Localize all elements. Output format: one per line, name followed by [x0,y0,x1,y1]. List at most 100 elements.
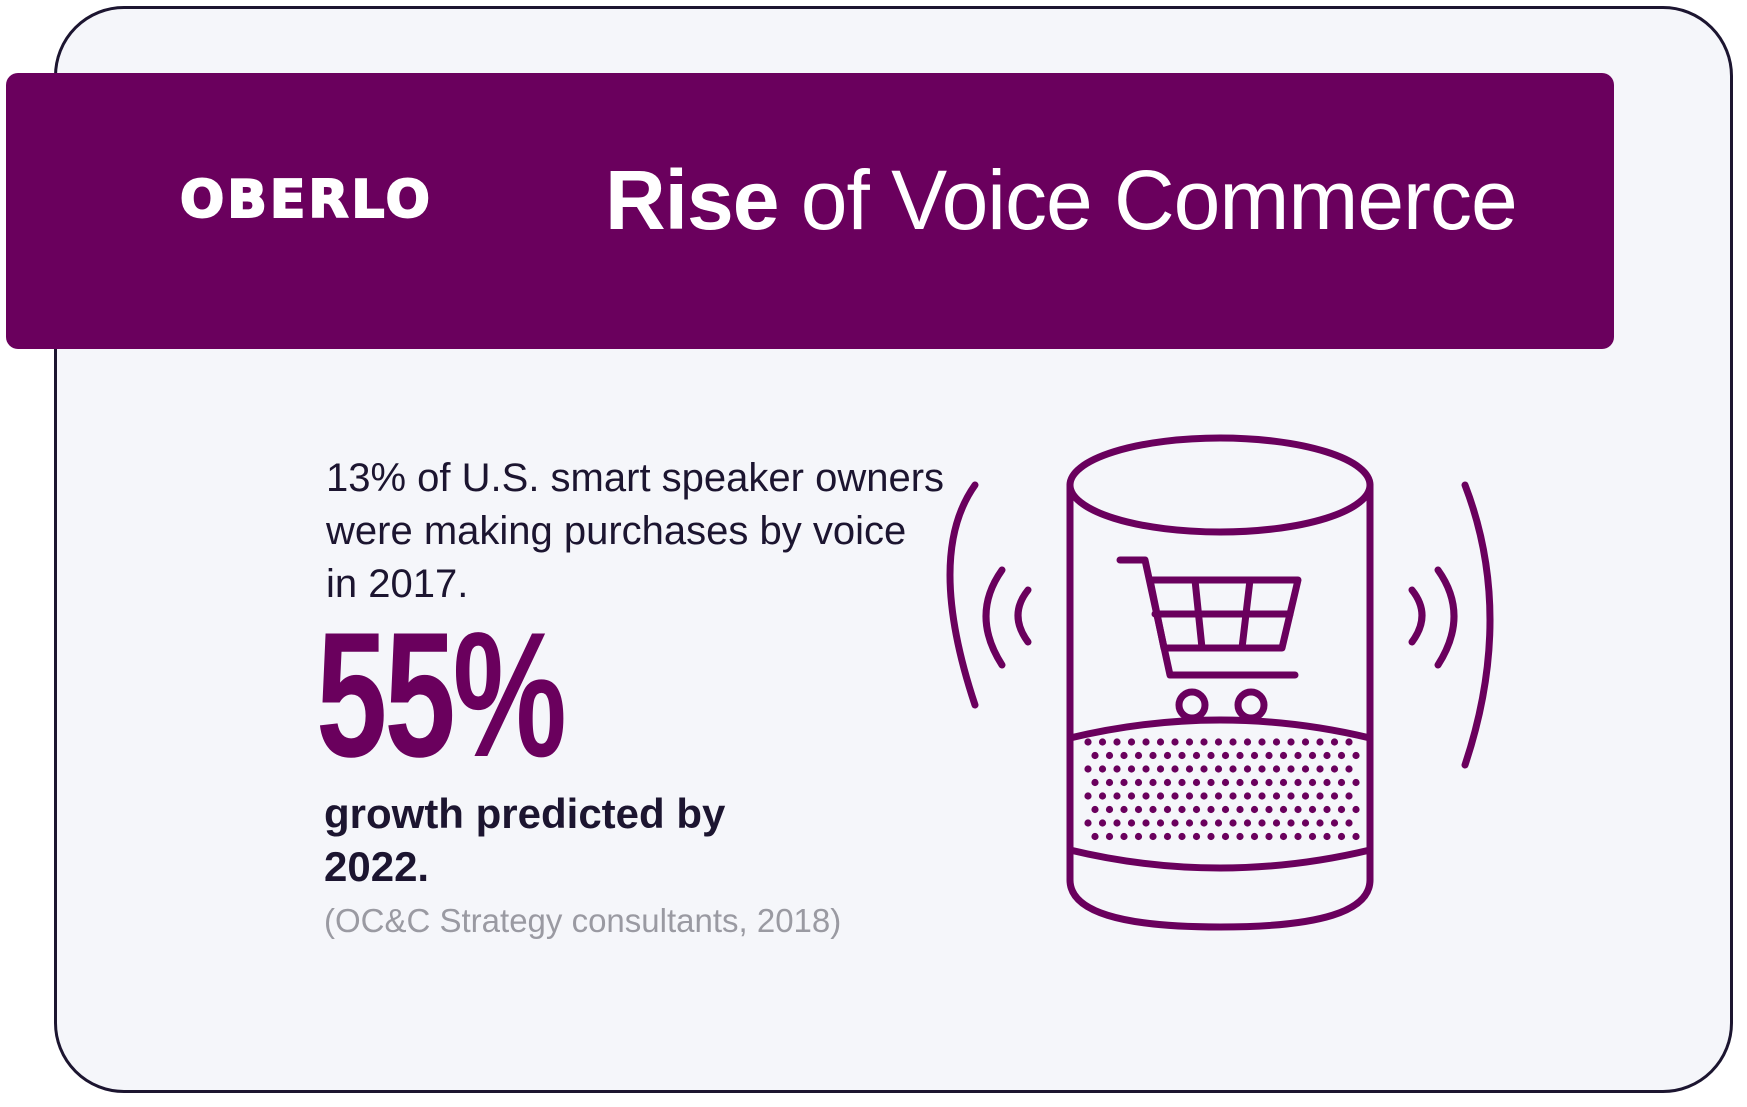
grille-dot [1178,778,1186,787]
grille-dot [1185,765,1194,773]
grille-dot [1272,819,1281,827]
grille-dot [1337,778,1346,787]
grille-dot [1091,832,1099,841]
grille-dot [1221,751,1230,760]
sound-wave-left-medium [982,566,1006,669]
grille-dot [1134,751,1143,760]
grille-dot [1221,805,1230,814]
sound-wave-left-small [1014,586,1032,646]
grille-dot [1105,805,1114,814]
grille-dot [1185,819,1194,827]
grille-dot [1301,765,1310,773]
grille-dot [1207,832,1215,841]
grille-dot [1120,805,1128,814]
grille-dot [1250,778,1259,787]
grille-dot [1330,765,1339,773]
grille-dot [1178,832,1186,841]
grille-dot [1308,805,1317,814]
oberlo-logo: OBERLO [179,169,433,231]
grille-dot [1330,738,1339,746]
grille-dot [1287,765,1295,773]
grille-dot [1308,832,1317,841]
grille-dot [1229,738,1237,746]
speaker-grille [1084,738,1360,841]
grille-dot [1171,819,1179,827]
grille-dot [1229,792,1237,800]
grille-dot [1236,805,1244,814]
grille-dot [1272,738,1281,746]
smart-speaker-cart-icon [946,434,1494,931]
grille-dot [1337,805,1346,814]
grille-dot [1330,792,1339,800]
cart-wheel-left [1175,688,1209,722]
grille-dot [1272,765,1281,773]
grille-dot [1294,751,1302,760]
grille-dot [1163,805,1172,814]
grille-dot [1185,738,1194,746]
grille-dot [1149,778,1157,787]
grille-dot [1330,819,1339,827]
grille-dot [1163,778,1172,787]
grille-dot [1243,819,1252,827]
grille-dot [1214,819,1223,827]
grille-dot [1352,805,1360,814]
grille-dot [1301,819,1310,827]
grille-dot [1113,792,1121,800]
grille-dot [1098,792,1107,800]
sound-wave-right-small [1408,586,1426,646]
grille-dot [1345,792,1353,800]
grille-dot [1192,832,1201,841]
source-citation: (OC&C Strategy consultants, 2018) [324,902,842,939]
grille-dot [1178,751,1186,760]
grille-dot [1236,832,1244,841]
grille-dot [1265,805,1273,814]
title-rest: of Voice Commerce [800,153,1518,247]
grille-dot [1127,819,1136,827]
grille-dot [1308,778,1317,787]
grille-dot [1163,751,1172,760]
grille-dot [1352,778,1360,787]
grille-dot [1091,751,1099,760]
grille-dot [1287,792,1295,800]
grille-dot [1084,765,1092,773]
grille-dot [1279,832,1288,841]
header-banner [6,73,1614,349]
speaker-band-top [1066,716,1374,742]
grille-dot [1265,832,1273,841]
speaker-bottom [1066,876,1374,931]
grille-dot [1192,751,1201,760]
grille-dot [1120,778,1128,787]
grille-dot [1250,832,1259,841]
grille-dot [1207,805,1215,814]
page-title: Rise of Voice Commerce [605,152,1518,249]
grille-dot [1142,792,1150,800]
grille-dot [1345,765,1353,773]
grille-dot [1308,751,1317,760]
grille-dot [1258,765,1266,773]
grille-dot [1156,765,1165,773]
grille-dot [1156,792,1165,800]
grille-dot [1149,805,1157,814]
grille-dot [1229,765,1237,773]
grille-dot [1294,778,1302,787]
grille-dot [1323,751,1331,760]
grille-dot [1207,778,1215,787]
grille-dot [1250,751,1259,760]
grille-dot [1171,765,1179,773]
grille-dot [1149,751,1157,760]
grille-dot [1200,765,1208,773]
grille-dot [1323,778,1331,787]
grille-dot [1113,765,1121,773]
grille-dot [1243,738,1252,746]
grille-dot [1178,805,1186,814]
sound-wave-right-large [1461,481,1494,769]
grille-dot [1200,819,1208,827]
grille-dot [1287,738,1295,746]
grille-dot [1258,738,1266,746]
grille-dot [1171,738,1179,746]
grille-dot [1243,792,1252,800]
grille-dot [1352,832,1360,841]
grille-dot [1221,778,1230,787]
grille-dot [1185,792,1194,800]
